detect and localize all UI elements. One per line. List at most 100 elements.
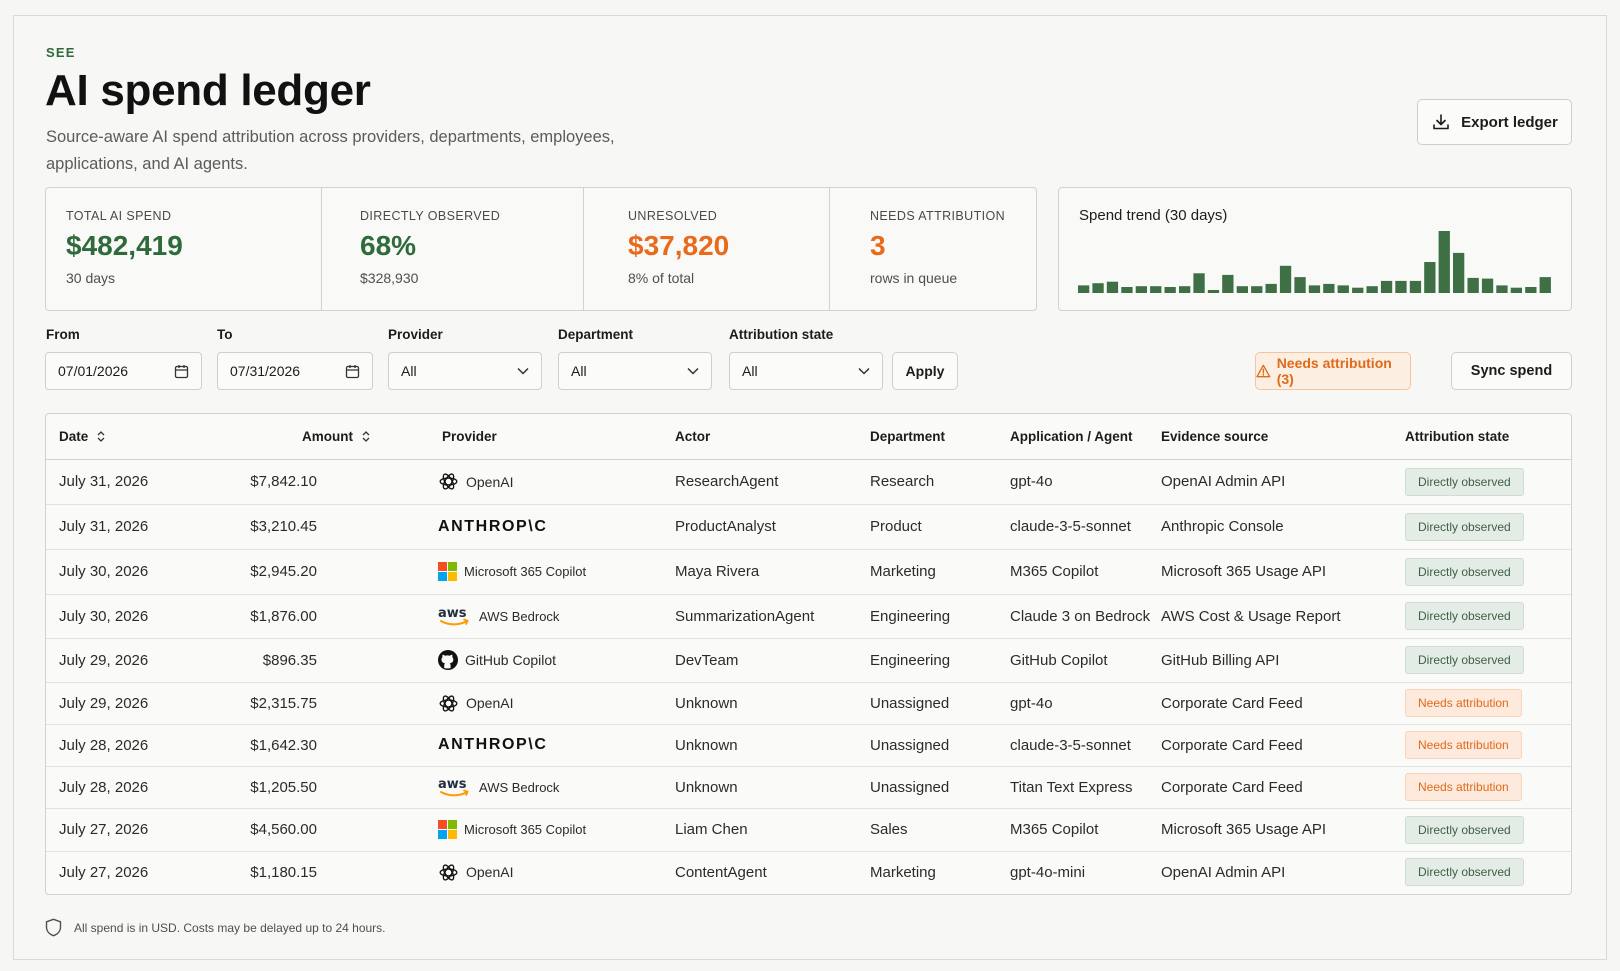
cell-amount: $2,315.75: [184, 682, 383, 725]
stat-value: $37,820: [628, 230, 730, 261]
cell-application: claude-3-5-sonnet: [955, 504, 1161, 550]
needs-attribution-button[interactable]: Needs attribution (3): [1255, 352, 1411, 390]
aws-logo-icon: aws: [438, 777, 469, 797]
cell-provider: Microsoft 365 Copilot: [383, 808, 615, 852]
apply-button[interactable]: Apply: [892, 352, 958, 390]
attribution-state-select[interactable]: All: [729, 352, 883, 390]
cell-application: GitHub Copilot: [955, 638, 1161, 683]
cell-provider: OpenAI: [383, 682, 615, 725]
trend-bar: [1481, 278, 1494, 293]
attribution-state-select-value: All: [742, 363, 758, 379]
to-date-input[interactable]: 07/31/2026: [217, 352, 373, 390]
cell-provider: OpenAI: [383, 459, 615, 505]
cell-attribution-state: Directly observed: [1405, 594, 1571, 639]
status-badge: Directly observed: [1405, 858, 1524, 887]
status-badge: Needs attribution: [1405, 731, 1522, 759]
cell-actor: Liam Chen: [615, 808, 811, 852]
stat-sub: rows in queue: [870, 270, 958, 286]
cell-evidence-source: Microsoft 365 Usage API: [1161, 808, 1405, 852]
provider-name: ANTHROP\C: [438, 517, 548, 535]
cell-application: gpt-4o: [955, 682, 1161, 725]
sort-icon: [362, 430, 370, 442]
cell-attribution-state: Directly observed: [1405, 638, 1571, 683]
calendar-icon: [174, 364, 189, 378]
status-badge: Directly observed: [1405, 557, 1524, 586]
trend-bar: [1164, 287, 1176, 293]
cell-actor: ResearchAgent: [615, 459, 811, 505]
table-row[interactable]: July 31, 2026 $7,842.10 OpenAI ResearchAgen…: [46, 459, 1571, 505]
stat-value: 68%: [360, 230, 417, 261]
stat-label: NEEDS ATTRIBUTION: [870, 209, 1006, 223]
cell-application: Claude 3 on Bedrock: [955, 594, 1161, 639]
table-row[interactable]: July 29, 2026 $896.35 GitHub Copilot DevTea…: [46, 638, 1571, 683]
spend-trend-chart: [1078, 231, 1551, 293]
department-select-value: All: [571, 363, 587, 379]
cell-attribution-state: Directly observed: [1405, 549, 1571, 595]
cell-provider: GitHub Copilot: [383, 638, 615, 683]
cell-actor: DevTeam: [615, 638, 811, 683]
trend-bar: [1496, 285, 1508, 293]
trend-bar: [1424, 262, 1436, 293]
stat-sub: 8% of total: [628, 270, 695, 286]
section-eyebrow: SEE: [46, 45, 76, 60]
stat-sub: $328,930: [360, 270, 419, 286]
department-select[interactable]: All: [558, 352, 712, 390]
to-date-value: 07/31/2026: [230, 363, 301, 379]
status-badge: Directly observed: [1405, 512, 1524, 541]
cell-provider: OpenAI: [383, 851, 615, 893]
stat-card-unresolved: UNRESOLVED $37,820 8% of total: [584, 188, 830, 310]
trend-bar: [1222, 274, 1234, 293]
cell-attribution-state: Needs attribution: [1405, 682, 1571, 725]
table-row[interactable]: July 28, 2026 $1,205.50 aws AWS Bedrock Unkn…: [46, 766, 1571, 809]
cell-date: July 31, 2026: [46, 504, 184, 550]
cell-department: Research: [811, 459, 955, 505]
table-row[interactable]: July 29, 2026 $2,315.75 OpenAI Unknown Unass…: [46, 682, 1571, 725]
cell-department: Marketing: [870, 863, 936, 881]
cell-amount: $7,842.10: [184, 459, 383, 505]
openai-logo-icon: [439, 694, 458, 712]
stat-card-needs-attribution: NEEDS ATTRIBUTION 3 rows in queue: [830, 188, 1036, 310]
table-row[interactable]: July 31, 2026 $3,210.45 ANTHROP\C ProductAn…: [46, 504, 1571, 550]
cell-application: Titan Text Express: [955, 766, 1161, 809]
aws-logo-icon: aws: [438, 606, 469, 626]
cell-evidence-source: Anthropic Console: [1161, 504, 1405, 550]
table-row[interactable]: July 30, 2026 $1,876.00 aws AWS Bedrock Summ…: [46, 594, 1571, 639]
trend-bar: [1092, 283, 1104, 293]
export-ledger-button[interactable]: Export ledger: [1417, 99, 1572, 145]
trend-bar: [1352, 287, 1364, 293]
table-row[interactable]: July 27, 2026 $4,560.00 Microsoft 365 Copi…: [46, 808, 1571, 852]
page-title: AI spend ledger: [45, 66, 371, 115]
warning-icon: [1256, 364, 1271, 378]
cell-amount: $3,210.45: [184, 504, 383, 550]
footer-text: All spend is in USD. Costs may be delaye…: [74, 920, 386, 935]
cell-provider: ANTHROP\C: [383, 724, 615, 767]
column-label: Date: [59, 428, 89, 444]
trend-bar: [1395, 280, 1407, 293]
cell-application: claude-3-5-sonnet: [955, 724, 1161, 767]
provider-name: OpenAI: [466, 695, 514, 711]
stat-label: TOTAL AI SPEND: [66, 209, 172, 223]
trend-bar: [1251, 286, 1263, 293]
column-header-date[interactable]: Date: [46, 414, 184, 460]
cell-actor: Maya Rivera: [615, 549, 811, 595]
sync-spend-button[interactable]: Sync spend: [1451, 352, 1572, 390]
cell-amount: $2,945.20: [184, 549, 383, 595]
table-row[interactable]: July 30, 2026 $2,945.20 Microsoft 365 Copi…: [46, 549, 1571, 595]
cell-attribution-state: Directly observed: [1405, 459, 1571, 505]
table-row[interactable]: July 27, 2026 $1,180.15 OpenAI ContentAgent…: [46, 851, 1571, 893]
trend-bar: [1467, 277, 1479, 293]
cell-attribution-state: Needs attribution: [1405, 766, 1571, 809]
trend-bar: [1380, 280, 1393, 293]
from-date-input[interactable]: 07/01/2026: [45, 352, 202, 390]
table-row[interactable]: July 28, 2026 $1,642.30 ANTHROP\C Unknown Un…: [46, 724, 1571, 767]
cell-department: Unassigned: [811, 724, 955, 767]
trend-bar: [1179, 286, 1191, 293]
cell-date: July 28, 2026: [46, 724, 184, 767]
provider-select[interactable]: All: [388, 352, 542, 390]
column-header-application: Application / Agent: [955, 414, 1161, 460]
provider-select-value: All: [401, 363, 417, 379]
to-label: To: [217, 327, 233, 342]
trend-bar: [1135, 286, 1147, 293]
attribution-state-label: Attribution state: [729, 327, 834, 342]
column-header-amount[interactable]: Amount: [184, 414, 383, 460]
